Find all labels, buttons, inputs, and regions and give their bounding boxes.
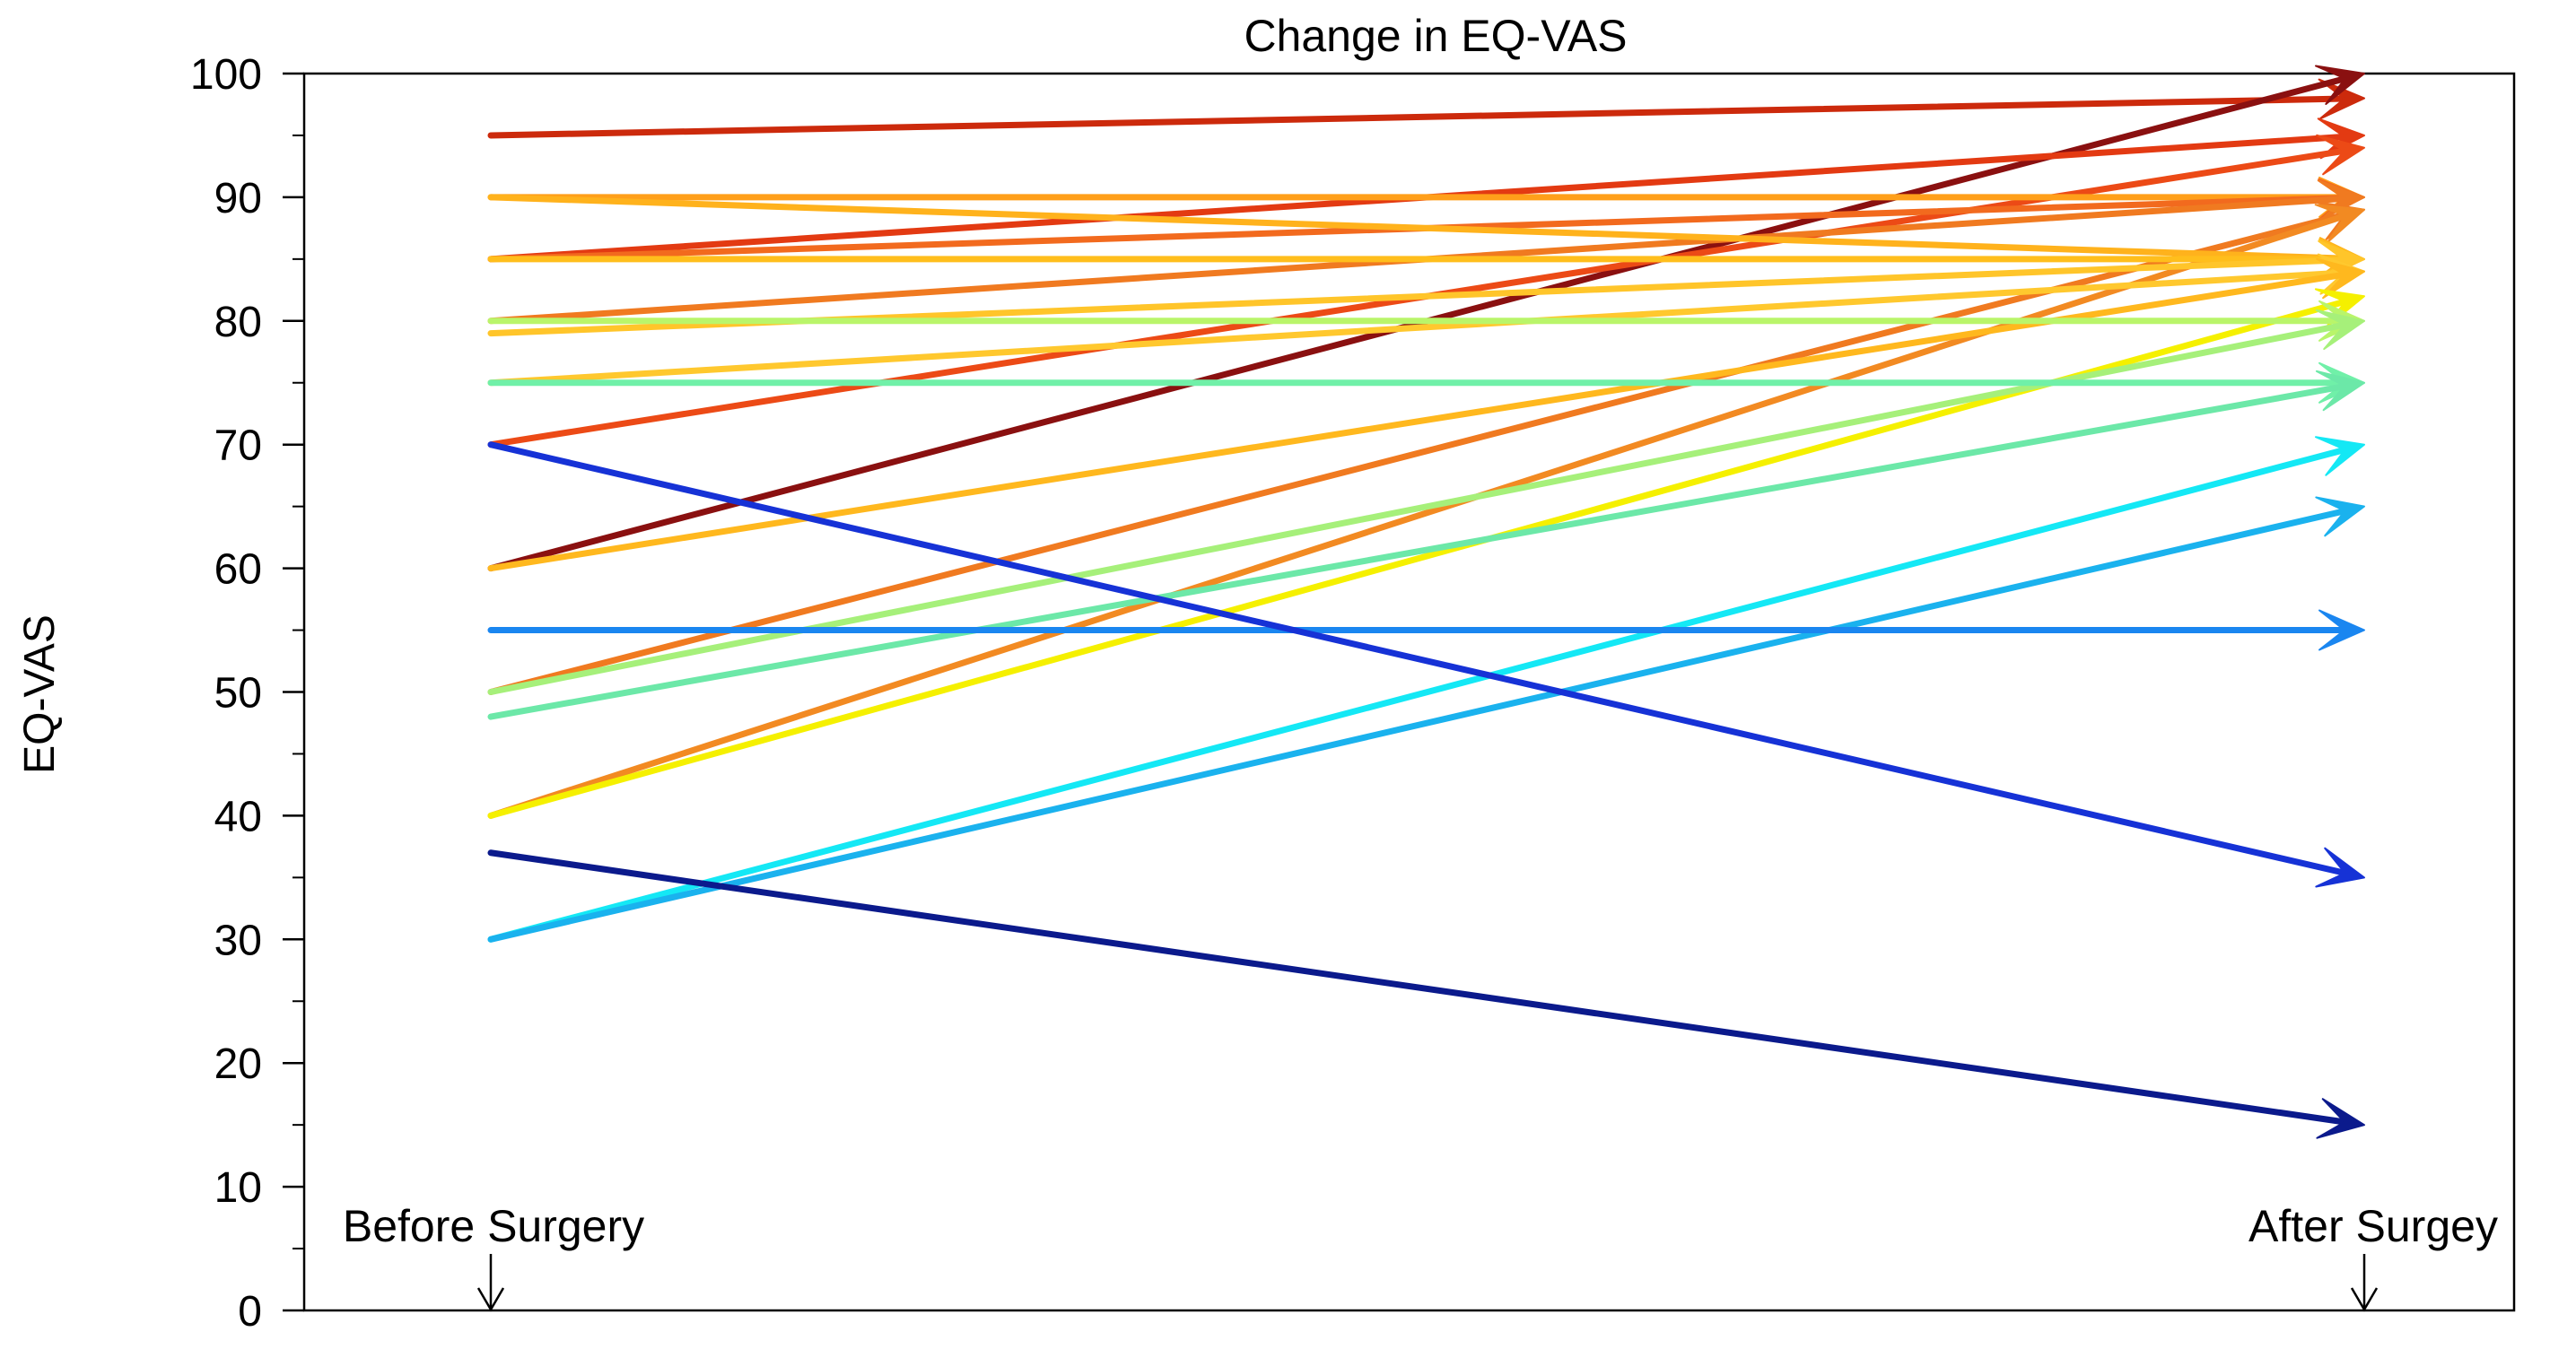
arrow-head (2315, 496, 2365, 537)
y-tick-label: 10 (214, 1164, 262, 1212)
marker-head (2350, 1287, 2379, 1312)
arrow-head (2316, 1098, 2365, 1139)
marker-head (476, 1287, 505, 1312)
arrow-series (487, 65, 2365, 1139)
arrow-head (2316, 134, 2365, 176)
y-axis-label: EQ-VAS (16, 614, 64, 774)
arrow-patient-16 (487, 300, 2365, 342)
y-tick-label: 100 (190, 51, 262, 99)
y-tick-label: 80 (214, 299, 262, 346)
arrow-patient-24 (487, 849, 2365, 1139)
y-tick-label: 20 (214, 1040, 262, 1088)
arrow-head (2315, 65, 2365, 105)
arrow-head (2314, 204, 2365, 243)
category-markers (476, 1254, 2379, 1312)
arrow-patient-8 (487, 200, 2365, 695)
before-surgery-marker (476, 1254, 505, 1312)
arrow-shaft (487, 446, 2349, 943)
arrow-shaft (487, 212, 2349, 819)
arrow-shaft (487, 383, 2348, 720)
arrow-head (2318, 609, 2365, 651)
arrow-patient-1 (487, 78, 2365, 139)
arrow-shaft (487, 849, 2348, 1126)
arrow-head (2315, 370, 2365, 412)
arrow-head (2315, 436, 2365, 476)
y-tick-label: 90 (214, 175, 262, 222)
arrow-patient-9 (487, 204, 2365, 819)
arrow-shaft (487, 441, 2349, 876)
y-axis-ticks: 0 10 20 30 40 50 60 70 80 90 100 (190, 51, 304, 1336)
arrow-patient-5 (487, 176, 2365, 218)
arrow-shaft (487, 508, 2349, 943)
arrow-shaft (487, 95, 2348, 139)
y-tick-label: 50 (214, 670, 262, 718)
arrow-patient-21 (487, 496, 2365, 943)
y-tick-label: 0 (238, 1288, 262, 1336)
arrow-head (2316, 257, 2365, 300)
after-surgery-label: After Surgey (2249, 1201, 2498, 1251)
arrow-head (2315, 847, 2365, 888)
y-tick-label: 40 (214, 793, 262, 840)
arrow-shaft (487, 194, 2348, 262)
y-tick-label: 30 (214, 917, 262, 964)
after-surgery-marker (2350, 1254, 2379, 1312)
arrow-patient-3 (487, 117, 2365, 263)
arrow-shaft (487, 269, 2348, 387)
arrow-shaft (487, 211, 2349, 695)
arrow-head (2315, 309, 2365, 351)
before-surgery-label: Before Surgery (343, 1201, 644, 1251)
chart-title: Change in EQ-VAS (1244, 11, 1627, 61)
y-tick-label: 60 (214, 546, 262, 594)
arrow-patient-22 (487, 609, 2365, 651)
arrow-patient-19 (487, 370, 2365, 720)
arrow-head (2318, 78, 2365, 120)
y-tick-label: 70 (214, 422, 262, 470)
arrow-patient-20 (487, 436, 2365, 943)
arrow-patient-23 (487, 441, 2365, 888)
